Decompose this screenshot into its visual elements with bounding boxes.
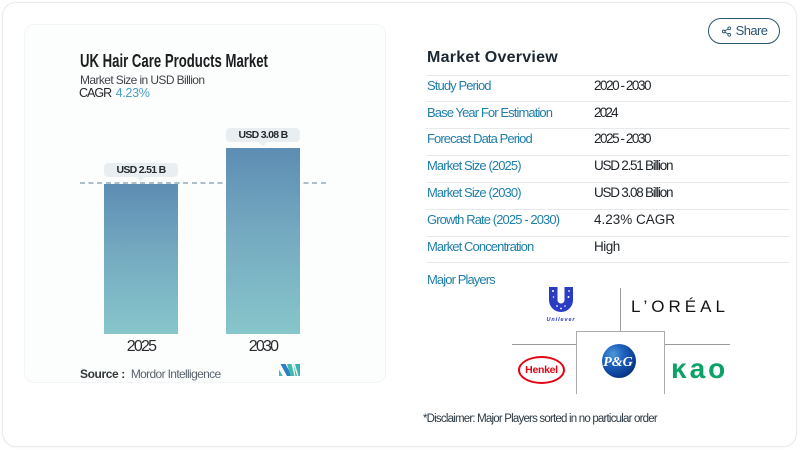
svg-text:P&G: P&G	[603, 355, 633, 370]
